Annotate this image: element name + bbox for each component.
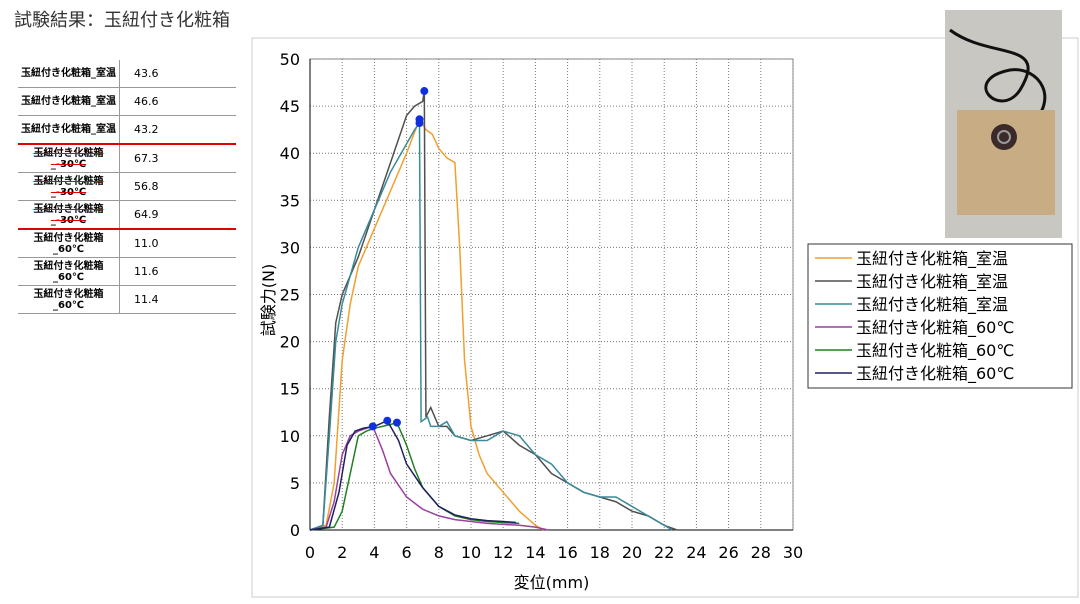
series-line [309,425,549,531]
table-row: 玉紐付き化粧箱_60℃ 11.0 [18,229,236,258]
sample-name: 玉紐付き化粧箱_-30℃ [18,172,120,201]
sample-name: 玉紐付き化粧箱_-30℃ [18,144,120,173]
table-row: 玉紐付き化粧箱_-30℃ 56.8 [18,172,236,201]
x-tick-label: 22 [654,543,674,562]
table-row: 玉紐付き化粧箱_60℃ 11.4 [18,285,236,314]
x-axis-label: 変位(mm) [514,573,590,592]
legend-label: 玉紐付き化粧箱_60℃ [856,341,1014,361]
x-tick-label: 24 [686,543,706,562]
legend-label: 玉紐付き化粧箱_室温 [856,295,1008,315]
x-tick-label: 30 [783,543,803,562]
result-value: 11.6 [119,257,236,286]
x-tick-label: 18 [590,543,610,562]
slide-title: 試験結果：玉紐付き化粧箱 [14,10,230,31]
x-tick-label: 26 [718,543,738,562]
peak-marker [368,422,377,431]
peak-marker [420,87,429,96]
chart-frame [251,37,1079,598]
legend-label: 玉紐付き化粧箱_室温 [856,249,1008,269]
x-tick-label: 20 [622,543,642,562]
y-tick-label: 20 [280,333,300,352]
sample-name: 玉紐付き化粧箱_室温 [18,87,120,116]
table-row: 玉紐付き化粧箱_室温 43.6 [18,60,236,88]
x-tick-label: 4 [369,543,379,562]
result-value: 46.6 [119,87,236,116]
peak-marker [383,416,392,425]
legend-label: 玉紐付き化粧箱_60℃ [856,364,1014,384]
result-value: 56.8 [119,172,236,201]
y-tick-label: 30 [280,238,300,257]
series-line [309,117,544,531]
table-row: 玉紐付き化粧箱_60℃ 11.6 [18,257,236,286]
peak-marker [392,418,401,427]
result-value: 43.2 [119,115,236,145]
legend-label: 玉紐付き化粧箱_60℃ [856,318,1014,338]
table-row: 玉紐付き化粧箱_-30℃ 67.3 [18,144,236,173]
result-value: 11.0 [119,229,236,258]
x-tick-label: 28 [751,543,771,562]
y-tick-label: 25 [280,286,300,305]
y-tick-label: 0 [290,521,300,540]
x-tick-label: 10 [461,543,481,562]
sample-name: 玉紐付き化粧箱_60℃ [18,257,120,286]
y-tick-label: 35 [280,191,300,210]
x-tick-label: 2 [337,543,347,562]
x-tick-label: 0 [305,543,315,562]
legend-label: 玉紐付き化粧箱_室温 [856,272,1008,292]
peak-marker [415,119,424,128]
series-line [309,419,517,531]
x-tick-label: 16 [557,543,577,562]
y-axis-label: 試験力(N) [259,264,278,336]
y-tick-label: 10 [280,427,300,446]
x-tick-label: 14 [525,543,545,562]
y-tick-label: 15 [280,380,300,399]
result-table: 玉紐付き化粧箱_室温 43.6 玉紐付き化粧箱_室温 46.6 玉紐付き化粧箱_室温 43… [18,60,236,314]
x-tick-label: 8 [434,543,444,562]
result-value: 64.9 [119,200,236,230]
y-tick-label: 45 [280,97,300,116]
series-line [309,120,673,531]
legend-box [807,243,1073,389]
sample-name: 玉紐付き化粧箱_室温 [18,115,120,145]
x-tick-label: 6 [402,543,412,562]
table-row: 玉紐付き化粧箱_-30℃ 64.9 [18,200,236,230]
table-row: 玉紐付き化粧箱_室温 46.6 [18,87,236,116]
result-value: 67.3 [119,144,236,173]
table-row: 玉紐付き化粧箱_室温 43.2 [18,115,236,145]
result-value: 11.4 [119,285,236,314]
x-tick-label: 12 [493,543,513,562]
sample-name: 玉紐付き化粧箱_-30℃ [18,200,120,230]
y-tick-label: 50 [280,50,300,69]
sample-name: 玉紐付き化粧箱_60℃ [18,285,120,314]
y-tick-label: 40 [280,144,300,163]
result-value: 43.6 [119,60,236,88]
photo [945,10,1062,238]
y-tick-label: 5 [290,474,300,493]
sample-name: 玉紐付き化粧箱_室温 [18,60,120,88]
sample-name: 玉紐付き化粧箱_60℃ [18,229,120,258]
